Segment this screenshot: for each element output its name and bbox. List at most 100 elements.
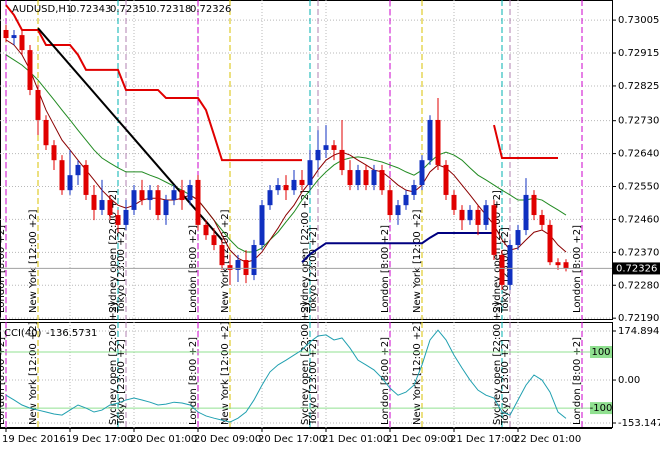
indicator-line (5, 54, 567, 253)
candle-body (283, 185, 289, 191)
candle-body (251, 245, 257, 276)
x-tick-label: 20 Dec 01:00 (130, 434, 197, 445)
ohlc-value: 0.72343 (70, 4, 111, 15)
y-tick-label: 0.72825 (618, 81, 659, 92)
candle-body (75, 164, 81, 176)
candle-body (139, 190, 145, 201)
y-tick-label: 0.72190 (618, 313, 659, 324)
indicator-line (301, 231, 494, 263)
candle-body (123, 209, 129, 225)
y-tick-label: 0.72460 (618, 214, 659, 225)
candle-body (323, 145, 329, 150)
x-tick-label: 20 Dec 09:00 (194, 434, 261, 445)
session-label: Sydney open [22:00 +2] (300, 190, 311, 313)
candle-body (3, 29, 9, 39)
candle-body (227, 265, 233, 270)
x-tick-label: 21 Dec 09:00 (386, 434, 453, 445)
y-tick-label: 0.72915 (618, 48, 659, 59)
candle-body (451, 194, 457, 210)
session-label: Tokyo [23:00 +2] (308, 339, 319, 426)
candle-body (371, 170, 377, 186)
session-label: London [8:00 +2] (572, 225, 583, 313)
level-label: 100 (591, 347, 610, 358)
candle-body (419, 160, 425, 186)
session-label: New York [12:00 +2] (28, 321, 39, 425)
session-label: New York [12:00 +2] (220, 321, 231, 425)
candle-body (163, 200, 169, 216)
trend-line (37, 27, 223, 241)
ohlc-value: 0.72351 (110, 4, 151, 15)
y-tick-label: 174.894 (618, 326, 659, 337)
session-label: London [8:00 +2] (188, 225, 199, 313)
y-tick-label: -153.1471 (618, 418, 660, 429)
candle-body (515, 230, 521, 246)
candle-body (83, 164, 89, 195)
candle-body (555, 262, 561, 266)
candle-body (459, 209, 465, 221)
candle-body (387, 190, 393, 216)
indicator-line (493, 124, 558, 159)
y-tick-label: 0.72730 (618, 116, 659, 127)
x-tick-label: 19 Dec 17:00 (66, 434, 133, 445)
session-label: New York [12:00 +2] (412, 321, 423, 425)
candle-body (115, 215, 121, 225)
session-label: London [8:00 +2] (572, 337, 583, 425)
candle-body (427, 119, 433, 161)
candle-body (147, 190, 153, 201)
panel-frame (0, 322, 613, 428)
y-tick-label: 0.72640 (618, 149, 659, 160)
current-price-box (612, 262, 660, 275)
candle-body (99, 200, 105, 210)
session-label: Sydney open [22:00 +2] (108, 302, 119, 425)
candle-body (91, 194, 97, 210)
level-label: -100 (590, 403, 613, 414)
candle-body (315, 149, 321, 161)
indicator-line (5, 4, 302, 162)
x-tick-label: 19 Dec 2016 (2, 434, 66, 445)
session-label: Sydney open [22:00 +2] (492, 190, 503, 313)
session-label: New York [12:00 +2] (412, 209, 423, 313)
session-label: Sydney open [22:00 +2] (108, 190, 119, 313)
candle-body (243, 260, 249, 276)
candle-body (307, 160, 313, 186)
session-label: Tokyo [23:00 +2] (500, 339, 511, 426)
chart-title: AUDUSD,H1 (12, 4, 72, 15)
indicator-line (5, 329, 567, 423)
candle-body (27, 50, 33, 90)
level-box (590, 402, 612, 415)
candle-body (275, 185, 281, 191)
candle-body (51, 145, 57, 161)
session-label: London [8:00 +2] (380, 225, 391, 313)
candle-body (211, 235, 217, 246)
session-label: Tokyo [23:00 +2] (500, 227, 511, 314)
candle-body (347, 170, 353, 186)
candle-body (67, 175, 73, 191)
x-tick-label: 21 Dec 17:00 (450, 434, 517, 445)
indicator-line (5, 39, 567, 263)
session-label: New York [12:00 +2] (28, 209, 39, 313)
session-label: London [8:00 +2] (0, 225, 7, 313)
indicator-title: CCI(40) (4, 328, 42, 339)
candle-body (171, 190, 177, 201)
candle-body (155, 190, 161, 216)
panel-frame (0, 0, 613, 320)
level-box (590, 346, 612, 359)
candle-body (531, 194, 537, 216)
candle-body (131, 190, 137, 210)
candle-body (107, 200, 113, 216)
candle-body (443, 164, 449, 195)
candle-body (235, 260, 241, 270)
candle-body (411, 185, 417, 195)
candle-body (355, 170, 361, 186)
session-label: Tokyo [23:00 +2] (308, 227, 319, 314)
candle-body (339, 149, 345, 171)
candle-body (483, 205, 489, 225)
session-label: London [8:00 +2] (188, 337, 199, 425)
session-label: London [8:00 +2] (380, 337, 391, 425)
session-label: Tokyo [23:00 +2] (116, 339, 127, 426)
candle-body (435, 119, 441, 165)
session-label: London [8:00 +2] (0, 337, 7, 425)
